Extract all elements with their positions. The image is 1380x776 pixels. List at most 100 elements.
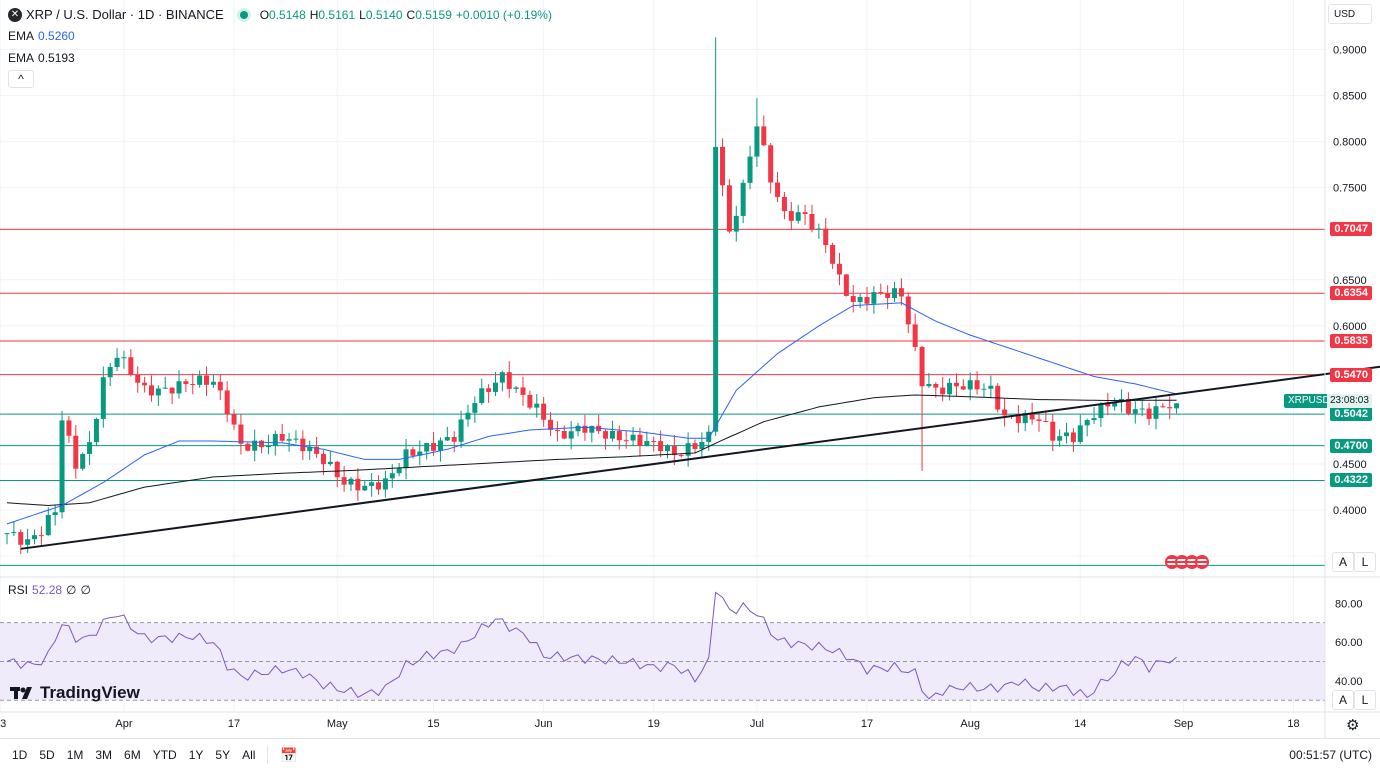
collapse-legend-button[interactable]: ^ (8, 70, 34, 88)
resistance-level-tag: 0.6354 (1330, 286, 1372, 301)
candle-body (135, 374, 141, 383)
candle-body (527, 394, 533, 408)
candle-body (279, 434, 285, 441)
rsi-legend[interactable]: RSI 52.28 ∅ ∅ (8, 583, 91, 597)
candle-body (720, 146, 726, 186)
timeframe-3m[interactable]: 3M (95, 748, 113, 762)
timeframe-ytd[interactable]: YTD (152, 748, 177, 762)
us-flag-icon[interactable] (1195, 555, 1209, 569)
rsi-pane: 80.00 60.00 40.00 (0, 591, 1363, 701)
candle-body (265, 445, 271, 448)
x-tick-label: May (327, 718, 348, 730)
rsi-tick-label: 60.00 (1335, 637, 1363, 649)
currency-button[interactable]: USD (1328, 4, 1372, 24)
candle-body (11, 532, 17, 534)
symbol-legend[interactable]: ✕ XRP / U.S. Dollar · 1D · BINANCE O0.51… (8, 7, 552, 22)
candle-body (458, 419, 464, 442)
candle-body (974, 380, 980, 390)
candle-body (1077, 425, 1083, 442)
candle-body (706, 431, 712, 442)
candle-body (1064, 432, 1070, 437)
candle-body (38, 535, 44, 537)
timeframe-5y[interactable]: 5Y (215, 748, 231, 762)
y-tick-label: 0.4500 (1333, 459, 1367, 471)
tradingview-logo[interactable]: TradingView (10, 683, 140, 703)
timeframe-1y[interactable]: 1Y (188, 748, 204, 762)
timeframe-1m[interactable]: 1M (66, 748, 84, 762)
candle-body (224, 390, 230, 415)
candle-body (417, 451, 423, 456)
x-tick-label: 17 (228, 718, 240, 730)
timeframe-5d[interactable]: 5D (39, 748, 55, 762)
resistance-level-tag: 0.5470 (1330, 367, 1372, 382)
candle-body (892, 288, 898, 298)
candle-body (355, 478, 361, 491)
candle-body (658, 441, 664, 452)
ema-slow-legend[interactable]: EMA 0.5193 (8, 51, 75, 65)
timeframe-all[interactable]: All (242, 748, 256, 762)
candle-body (733, 215, 739, 232)
candle-body (204, 375, 210, 385)
candle-body (259, 440, 265, 448)
ema-slow-label: EMA (8, 51, 35, 65)
candlestick-series (4, 37, 1180, 555)
candle-body (933, 383, 939, 388)
candle-body (871, 292, 877, 304)
utc-clock[interactable]: 00:51:57 (UTC) (1289, 748, 1372, 762)
candle-body (190, 384, 196, 386)
candle-body (781, 196, 787, 212)
y-tick-label: 0.9000 (1333, 44, 1367, 56)
candle-body (93, 418, 99, 443)
candle-body (142, 382, 148, 386)
price-change: +0.0010 (+0.19%) (455, 7, 552, 22)
candle-body (967, 380, 973, 390)
candle-body (1160, 406, 1166, 408)
symbol-title[interactable]: XRP / U.S. Dollar · 1D · BINANCE (26, 7, 224, 22)
auto-scale-button[interactable]: A (1332, 552, 1354, 572)
symbol-price-tag: XRPUSD (1284, 394, 1334, 408)
calendar-range-icon[interactable]: 📅 (280, 746, 298, 763)
candle-body (898, 288, 904, 297)
candle-body (486, 388, 492, 392)
candle-body (396, 468, 402, 474)
rsi-label: RSI (8, 583, 29, 597)
candle-body (32, 535, 38, 540)
chart-canvas[interactable]: 80.00 60.00 40.00 0.9000 0.8500 0.8000 0.7500… (0, 0, 1380, 738)
candle-body (162, 387, 168, 389)
timeframe-6m[interactable]: 6M (124, 748, 141, 762)
candle-body (664, 445, 670, 452)
event-flags[interactable] (1165, 555, 1209, 569)
tradingview-logo-text: TradingView (40, 683, 140, 702)
candle-body (314, 446, 320, 454)
x-tick-label: 14 (1074, 718, 1086, 730)
x-tick-label: Apr (115, 718, 132, 730)
candle-body (1132, 409, 1138, 414)
candle-body (1112, 401, 1118, 407)
candle-body (128, 357, 134, 375)
candle-body (747, 156, 753, 183)
x-tick-label: 19 (648, 718, 660, 730)
candle-body (603, 431, 609, 439)
candle-body (864, 297, 870, 304)
candle-body (327, 461, 333, 465)
ema-fast-legend[interactable]: EMA 0.5260 (8, 29, 75, 43)
candle-body (1022, 413, 1028, 424)
timeframe-1d[interactable]: 1D (12, 748, 28, 762)
candle-body (431, 443, 437, 451)
rsi-log-scale-button[interactable]: L (1354, 690, 1376, 710)
log-scale-button[interactable]: L (1354, 552, 1376, 572)
bottom-toolbar: 1D 5D 1M 3M 6M YTD 1Y 5Y All 📅 00:51:57 … (0, 738, 1380, 771)
candle-body (59, 420, 65, 513)
candle-body (630, 434, 636, 441)
candle-body (176, 381, 182, 394)
candle-body (300, 438, 306, 452)
x-tick-label: 13 (0, 718, 6, 730)
gear-icon[interactable]: ⚙ (1346, 717, 1360, 734)
ema-fast-label: EMA (8, 29, 35, 43)
candle-body (341, 477, 347, 485)
candle-body (66, 420, 72, 436)
candle-body (437, 440, 443, 451)
rsi-auto-scale-button[interactable]: A (1332, 690, 1354, 710)
candle-body (836, 263, 842, 275)
ohlc-close: C0.5159 (406, 7, 452, 22)
